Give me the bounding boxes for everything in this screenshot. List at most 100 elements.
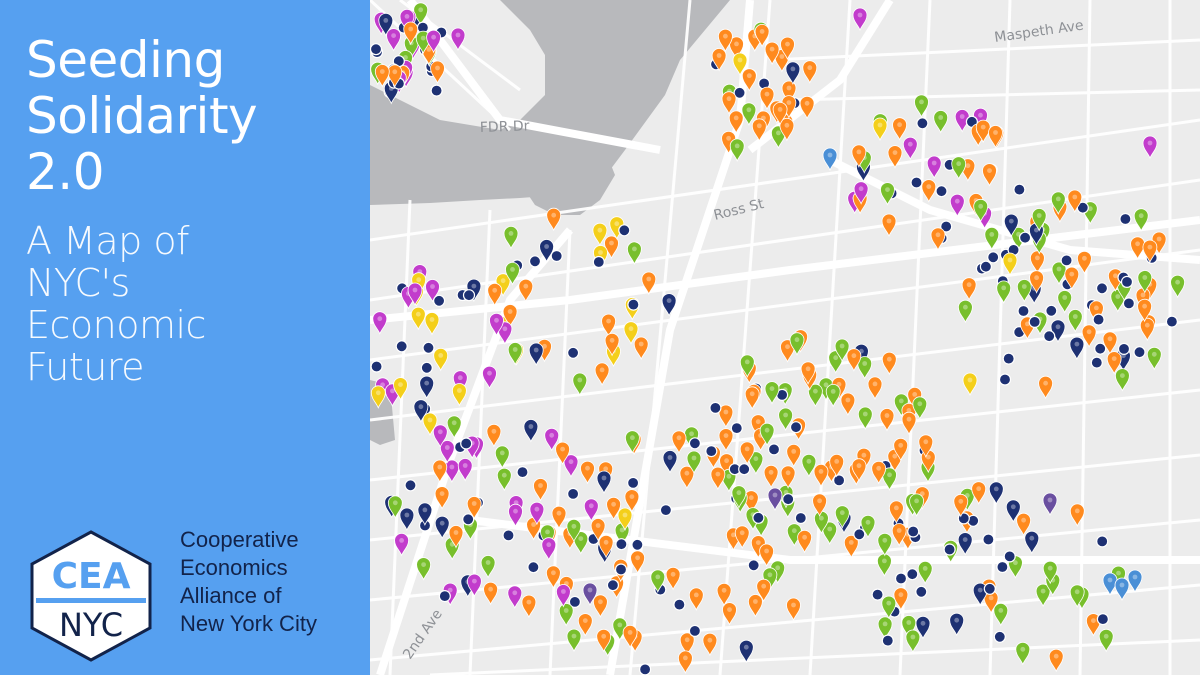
location-pin-green[interactable] bbox=[494, 445, 510, 469]
location-pin-orange[interactable] bbox=[750, 414, 766, 438]
location-dot[interactable] bbox=[1122, 297, 1136, 310]
location-dot[interactable] bbox=[430, 84, 443, 97]
location-pin-green[interactable] bbox=[857, 356, 873, 380]
location-pin-orange[interactable] bbox=[598, 534, 614, 559]
location-pin-yellow[interactable] bbox=[617, 507, 633, 532]
location-pin-green[interactable] bbox=[507, 342, 523, 366]
location-pin-green[interactable] bbox=[1115, 368, 1130, 392]
location-dot[interactable] bbox=[627, 298, 640, 311]
location-pin-lightblue[interactable] bbox=[1114, 577, 1130, 602]
location-pin-green[interactable] bbox=[822, 521, 838, 546]
location-pin-green[interactable] bbox=[881, 595, 897, 620]
location-pin-green[interactable] bbox=[1031, 208, 1047, 232]
location-pin-magenta[interactable] bbox=[425, 279, 440, 303]
location-dot[interactable] bbox=[460, 437, 473, 450]
location-pin-yellow[interactable] bbox=[609, 216, 625, 240]
location-pin-orange[interactable] bbox=[953, 493, 969, 518]
location-pin-green[interactable] bbox=[996, 280, 1012, 304]
location-pin-yellow[interactable] bbox=[1002, 252, 1018, 277]
location-pin-orange[interactable] bbox=[1064, 266, 1080, 291]
location-dot[interactable] bbox=[881, 634, 894, 647]
location-pin-green[interactable] bbox=[1035, 583, 1051, 608]
location-pin-magenta[interactable] bbox=[508, 503, 523, 528]
location-pin-orange[interactable] bbox=[580, 460, 595, 485]
location-dot[interactable] bbox=[1165, 315, 1179, 328]
location-pin-magenta[interactable] bbox=[489, 312, 504, 337]
location-pin-orange[interactable] bbox=[961, 277, 977, 301]
location-pin-green[interactable] bbox=[807, 383, 823, 408]
location-pin-magenta[interactable] bbox=[467, 573, 482, 598]
location-dot[interactable] bbox=[747, 559, 760, 572]
location-pin-green[interactable] bbox=[650, 569, 666, 593]
location-pin-green[interactable] bbox=[789, 332, 805, 356]
location-pin-magenta[interactable] bbox=[394, 533, 410, 557]
location-pin-orange[interactable] bbox=[879, 408, 895, 432]
location-pin-orange[interactable] bbox=[799, 95, 815, 120]
location-pin-navy[interactable] bbox=[417, 502, 433, 526]
location-pin-purple[interactable] bbox=[582, 582, 598, 607]
location-pin-yellow[interactable] bbox=[370, 385, 386, 409]
location-dot[interactable] bbox=[1090, 356, 1103, 369]
location-dot[interactable] bbox=[983, 582, 996, 595]
location-dot[interactable] bbox=[767, 443, 781, 456]
location-pin-orange[interactable] bbox=[1069, 503, 1085, 527]
location-pin-orange[interactable] bbox=[718, 428, 734, 452]
location-dot[interactable] bbox=[438, 589, 451, 603]
location-pin-green[interactable] bbox=[1015, 641, 1031, 666]
location-dot[interactable] bbox=[789, 421, 803, 434]
location-dot[interactable] bbox=[516, 466, 529, 479]
location-pin-orange[interactable] bbox=[747, 594, 763, 618]
location-pin-green[interactable] bbox=[446, 415, 462, 439]
location-pin-orange[interactable] bbox=[716, 582, 732, 607]
location-dot[interactable] bbox=[528, 255, 542, 268]
location-dot[interactable] bbox=[894, 572, 908, 585]
location-pin-green[interactable] bbox=[624, 430, 640, 454]
location-pin-orange[interactable] bbox=[739, 441, 755, 465]
location-pin-orange[interactable] bbox=[677, 650, 693, 674]
location-pin-orange[interactable] bbox=[430, 60, 445, 85]
location-pin-green[interactable] bbox=[741, 102, 757, 126]
location-dot[interactable] bbox=[370, 360, 383, 373]
location-dot[interactable] bbox=[673, 598, 686, 611]
location-pin-magenta[interactable] bbox=[583, 498, 599, 522]
location-pin-orange[interactable] bbox=[780, 339, 795, 363]
location-pin-orange[interactable] bbox=[487, 282, 503, 307]
location-pin-orange[interactable] bbox=[577, 613, 593, 637]
location-pin-orange[interactable] bbox=[843, 535, 859, 559]
location-pin-magenta[interactable] bbox=[544, 427, 560, 452]
location-pin-orange[interactable] bbox=[718, 404, 734, 429]
location-pin-yellow[interactable] bbox=[424, 312, 440, 336]
location-pin-orange[interactable] bbox=[665, 566, 681, 591]
location-pin-magenta[interactable] bbox=[563, 454, 579, 478]
location-pin-orange[interactable] bbox=[592, 594, 608, 618]
location-pin-green[interactable] bbox=[933, 110, 949, 134]
location-dot[interactable] bbox=[943, 543, 956, 556]
location-pin-green[interactable] bbox=[857, 406, 873, 431]
location-pin-magenta[interactable] bbox=[432, 424, 448, 448]
location-dot[interactable] bbox=[833, 474, 846, 487]
location-dot[interactable] bbox=[502, 529, 515, 542]
location-dot[interactable] bbox=[1117, 342, 1131, 355]
location-dot[interactable] bbox=[550, 249, 563, 263]
location-pin-orange[interactable] bbox=[1029, 270, 1044, 294]
location-pin-green[interactable] bbox=[759, 422, 775, 447]
location-pin-orange[interactable] bbox=[800, 361, 816, 385]
location-pin-green[interactable] bbox=[834, 338, 850, 363]
location-pin-orange[interactable] bbox=[756, 578, 772, 603]
location-pin-orange[interactable] bbox=[881, 213, 897, 238]
location-dot[interactable] bbox=[733, 86, 746, 99]
location-pin-green[interactable] bbox=[1146, 346, 1162, 371]
location-pin-green[interactable] bbox=[951, 156, 967, 180]
location-pin-orange[interactable] bbox=[434, 486, 450, 510]
location-pin-green[interactable] bbox=[503, 226, 519, 250]
location-dot[interactable] bbox=[618, 224, 631, 237]
location-pin-navy[interactable] bbox=[399, 507, 415, 532]
location-dot[interactable] bbox=[627, 476, 640, 489]
location-dot[interactable] bbox=[614, 563, 628, 576]
location-pin-orange[interactable] bbox=[521, 594, 537, 619]
location-pin-orange[interactable] bbox=[812, 493, 828, 517]
location-pin-green[interactable] bbox=[566, 628, 582, 653]
location-pin-navy[interactable] bbox=[434, 515, 450, 540]
location-dot[interactable] bbox=[935, 185, 948, 198]
location-pin-orange[interactable] bbox=[892, 117, 907, 141]
